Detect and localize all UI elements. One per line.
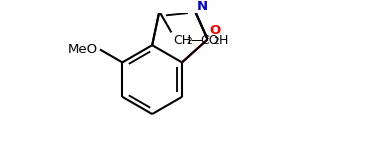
Text: —: —	[191, 34, 203, 47]
Text: 2: 2	[186, 37, 191, 46]
Text: MeO: MeO	[68, 43, 98, 56]
Text: CO: CO	[200, 34, 219, 47]
Text: CH: CH	[173, 34, 191, 47]
Text: H: H	[219, 34, 228, 47]
Text: O: O	[209, 24, 221, 37]
Text: 2: 2	[213, 37, 219, 46]
Text: N: N	[196, 0, 208, 13]
